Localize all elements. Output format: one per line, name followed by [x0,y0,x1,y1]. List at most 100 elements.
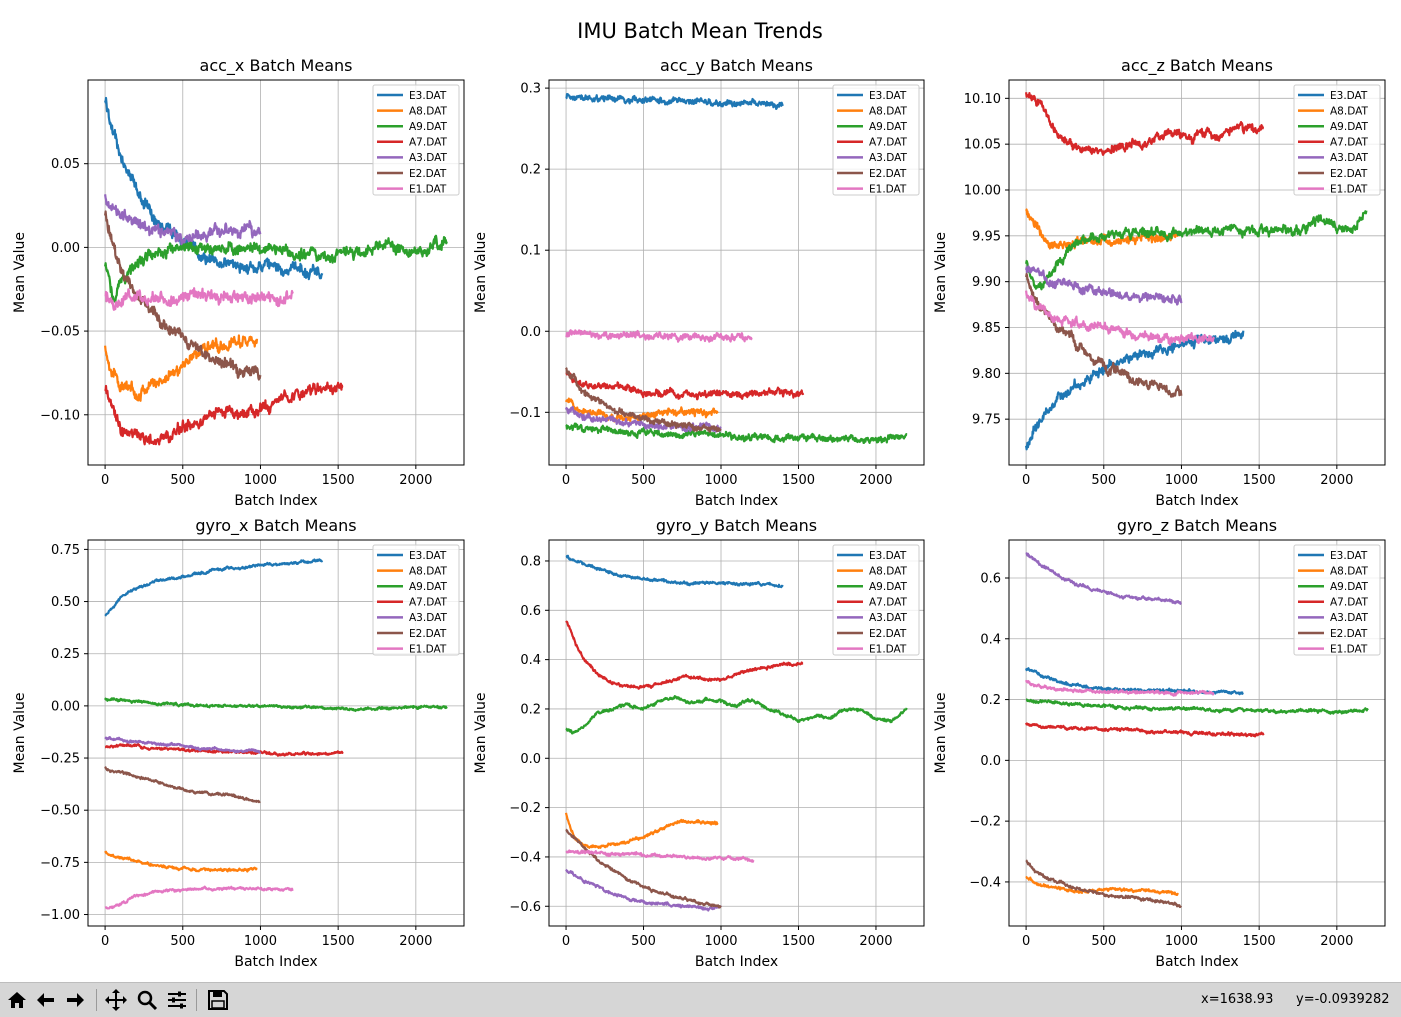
series-line-e1-dat [565,329,753,343]
back-arrow-icon[interactable] [33,987,59,1013]
x-tick-label: 1500 [1243,934,1276,949]
subplots-config-icon[interactable] [164,987,190,1013]
y-tick-label: 9.95 [972,229,1001,244]
legend-entry: E2.DAT [869,628,907,640]
y-tick-label: 0.00 [51,241,80,256]
x-axis-label: Batch Index [695,493,778,509]
y-tick-label: −1.00 [40,908,80,923]
y-axis-label: Mean Value [933,692,949,773]
x-tick-label: 1000 [1165,934,1198,949]
y-tick-label: −0.2 [969,815,1001,830]
y-tick-label: 10.00 [964,184,1001,199]
x-tick-label: 2000 [399,473,432,488]
axes-frame [1008,539,1386,927]
subplot-title: gyro_x Batch Means [195,516,356,536]
legend-entry: A3.DAT [409,612,447,624]
legend-entry: A9.DAT [869,121,907,133]
series-line-e2-dat [104,210,262,381]
y-tick-label: 0.00 [51,699,80,714]
y-tick-label: 0.25 [51,647,80,662]
legend-entry: E2.DAT [1330,628,1368,640]
save-icon[interactable] [205,987,231,1013]
x-tick-label: 1500 [782,934,815,949]
legend-entry: E3.DAT [1330,90,1368,102]
legend-entry: E3.DAT [1330,550,1368,562]
legend-box [372,84,460,196]
legend-entry: A7.DAT [1330,137,1368,149]
legend-entry: A7.DAT [869,137,907,149]
series-line-e2-dat [565,367,722,433]
zoom-icon[interactable] [134,987,160,1013]
legend-box [1293,544,1381,656]
pan-icon[interactable] [103,987,129,1013]
axes-frame [1008,79,1386,466]
x-axis-label: Batch Index [234,493,317,509]
y-tick-label: −0.6 [509,900,541,915]
figure-title: IMU Batch Mean Trends [577,19,823,43]
y-axis-label: Mean Value [933,232,949,313]
series-line-a9-dat [565,422,908,444]
legend-entry: E3.DAT [869,550,907,562]
legend: E3.DAT A8.DAT A9.DAT A7.DAT A3.DAT E2.DAT E1.D… [1293,544,1381,656]
legend-entry: E1.DAT [1330,643,1368,655]
legend-entry: A9.DAT [1330,121,1368,133]
legend-entry: E2.DAT [869,168,907,180]
legend: E3.DAT A8.DAT A9.DAT A7.DAT A3.DAT E2.DAT E1.D… [1293,84,1381,196]
x-tick-label: 0 [562,473,570,488]
x-tick-label: 0 [1022,934,1030,949]
subplot-title: acc_z Batch Means [1121,56,1273,76]
x-tick-label: 0 [101,473,109,488]
series-line-a7-dat [565,620,804,690]
axes-frame [87,79,465,466]
y-tick-label: −0.05 [40,325,80,340]
x-tick-label: 500 [1091,934,1116,949]
toolbar-separator [96,989,97,1011]
y-tick-label: 0.6 [980,571,1001,586]
forward-arrow-icon[interactable] [62,987,88,1013]
legend-entry: A8.DAT [409,565,447,577]
legend: E3.DAT A8.DAT A9.DAT A7.DAT A3.DAT E2.DAT E1.D… [372,84,460,196]
y-tick-label: 0.0 [520,752,541,767]
series-line-e3-dat [104,96,324,281]
series-line-a8-dat [564,812,719,849]
y-tick-label: 9.80 [972,367,1001,382]
x-tick-label: 0 [562,934,570,949]
x-tick-label: 2000 [859,934,892,949]
y-tick-label: 0.3 [520,82,541,97]
back-arrow-glyph [37,993,54,1007]
series-line-a7-dat [104,381,344,446]
x-tick-label: 500 [170,473,195,488]
legend-entry: A3.DAT [869,612,907,624]
legend-entry: A8.DAT [1330,105,1368,117]
legend-entry: E1.DAT [409,183,447,195]
legend-entry: A7.DAT [869,597,907,609]
save-icon-glyph [208,990,228,1010]
y-coordinate-readout: y=-0.0939282 [1296,992,1390,1007]
series-line-a9-dat [1025,210,1368,291]
y-tick-label: 0.75 [51,543,80,558]
x-coordinate-readout: x=1638.93 [1201,992,1274,1007]
x-tick-label: 0 [1022,473,1030,488]
figure-canvas: IMU Batch Mean Trends 0 500 1000 1500 2000 −0… [0,0,1401,982]
series-line-e1-dat [1025,290,1215,346]
legend-entry: A9.DAT [409,121,447,133]
series-line-a3-dat [104,194,262,246]
x-tick-label: 1500 [1243,473,1276,488]
subplots-config-glyph [168,991,186,1009]
y-tick-label: 0.05 [51,157,80,172]
legend-entry: A3.DAT [409,152,447,164]
legend-box [832,84,920,196]
series-line-e3-dat [565,93,784,110]
x-tick-label: 1000 [244,934,277,949]
series-lines [1025,552,1369,909]
series-line-a8-dat [104,334,259,402]
y-tick-label: 9.75 [972,413,1001,428]
y-tick-label: 10.10 [964,92,1001,107]
series-line-e1-dat [1025,679,1215,697]
legend-entry: A8.DAT [869,565,907,577]
pan-icon-glyph [105,989,127,1011]
x-tick-label: 1000 [704,934,737,949]
series-line-a8-dat [1025,876,1179,896]
home-icon[interactable] [4,987,30,1013]
figure-background [0,0,1401,982]
